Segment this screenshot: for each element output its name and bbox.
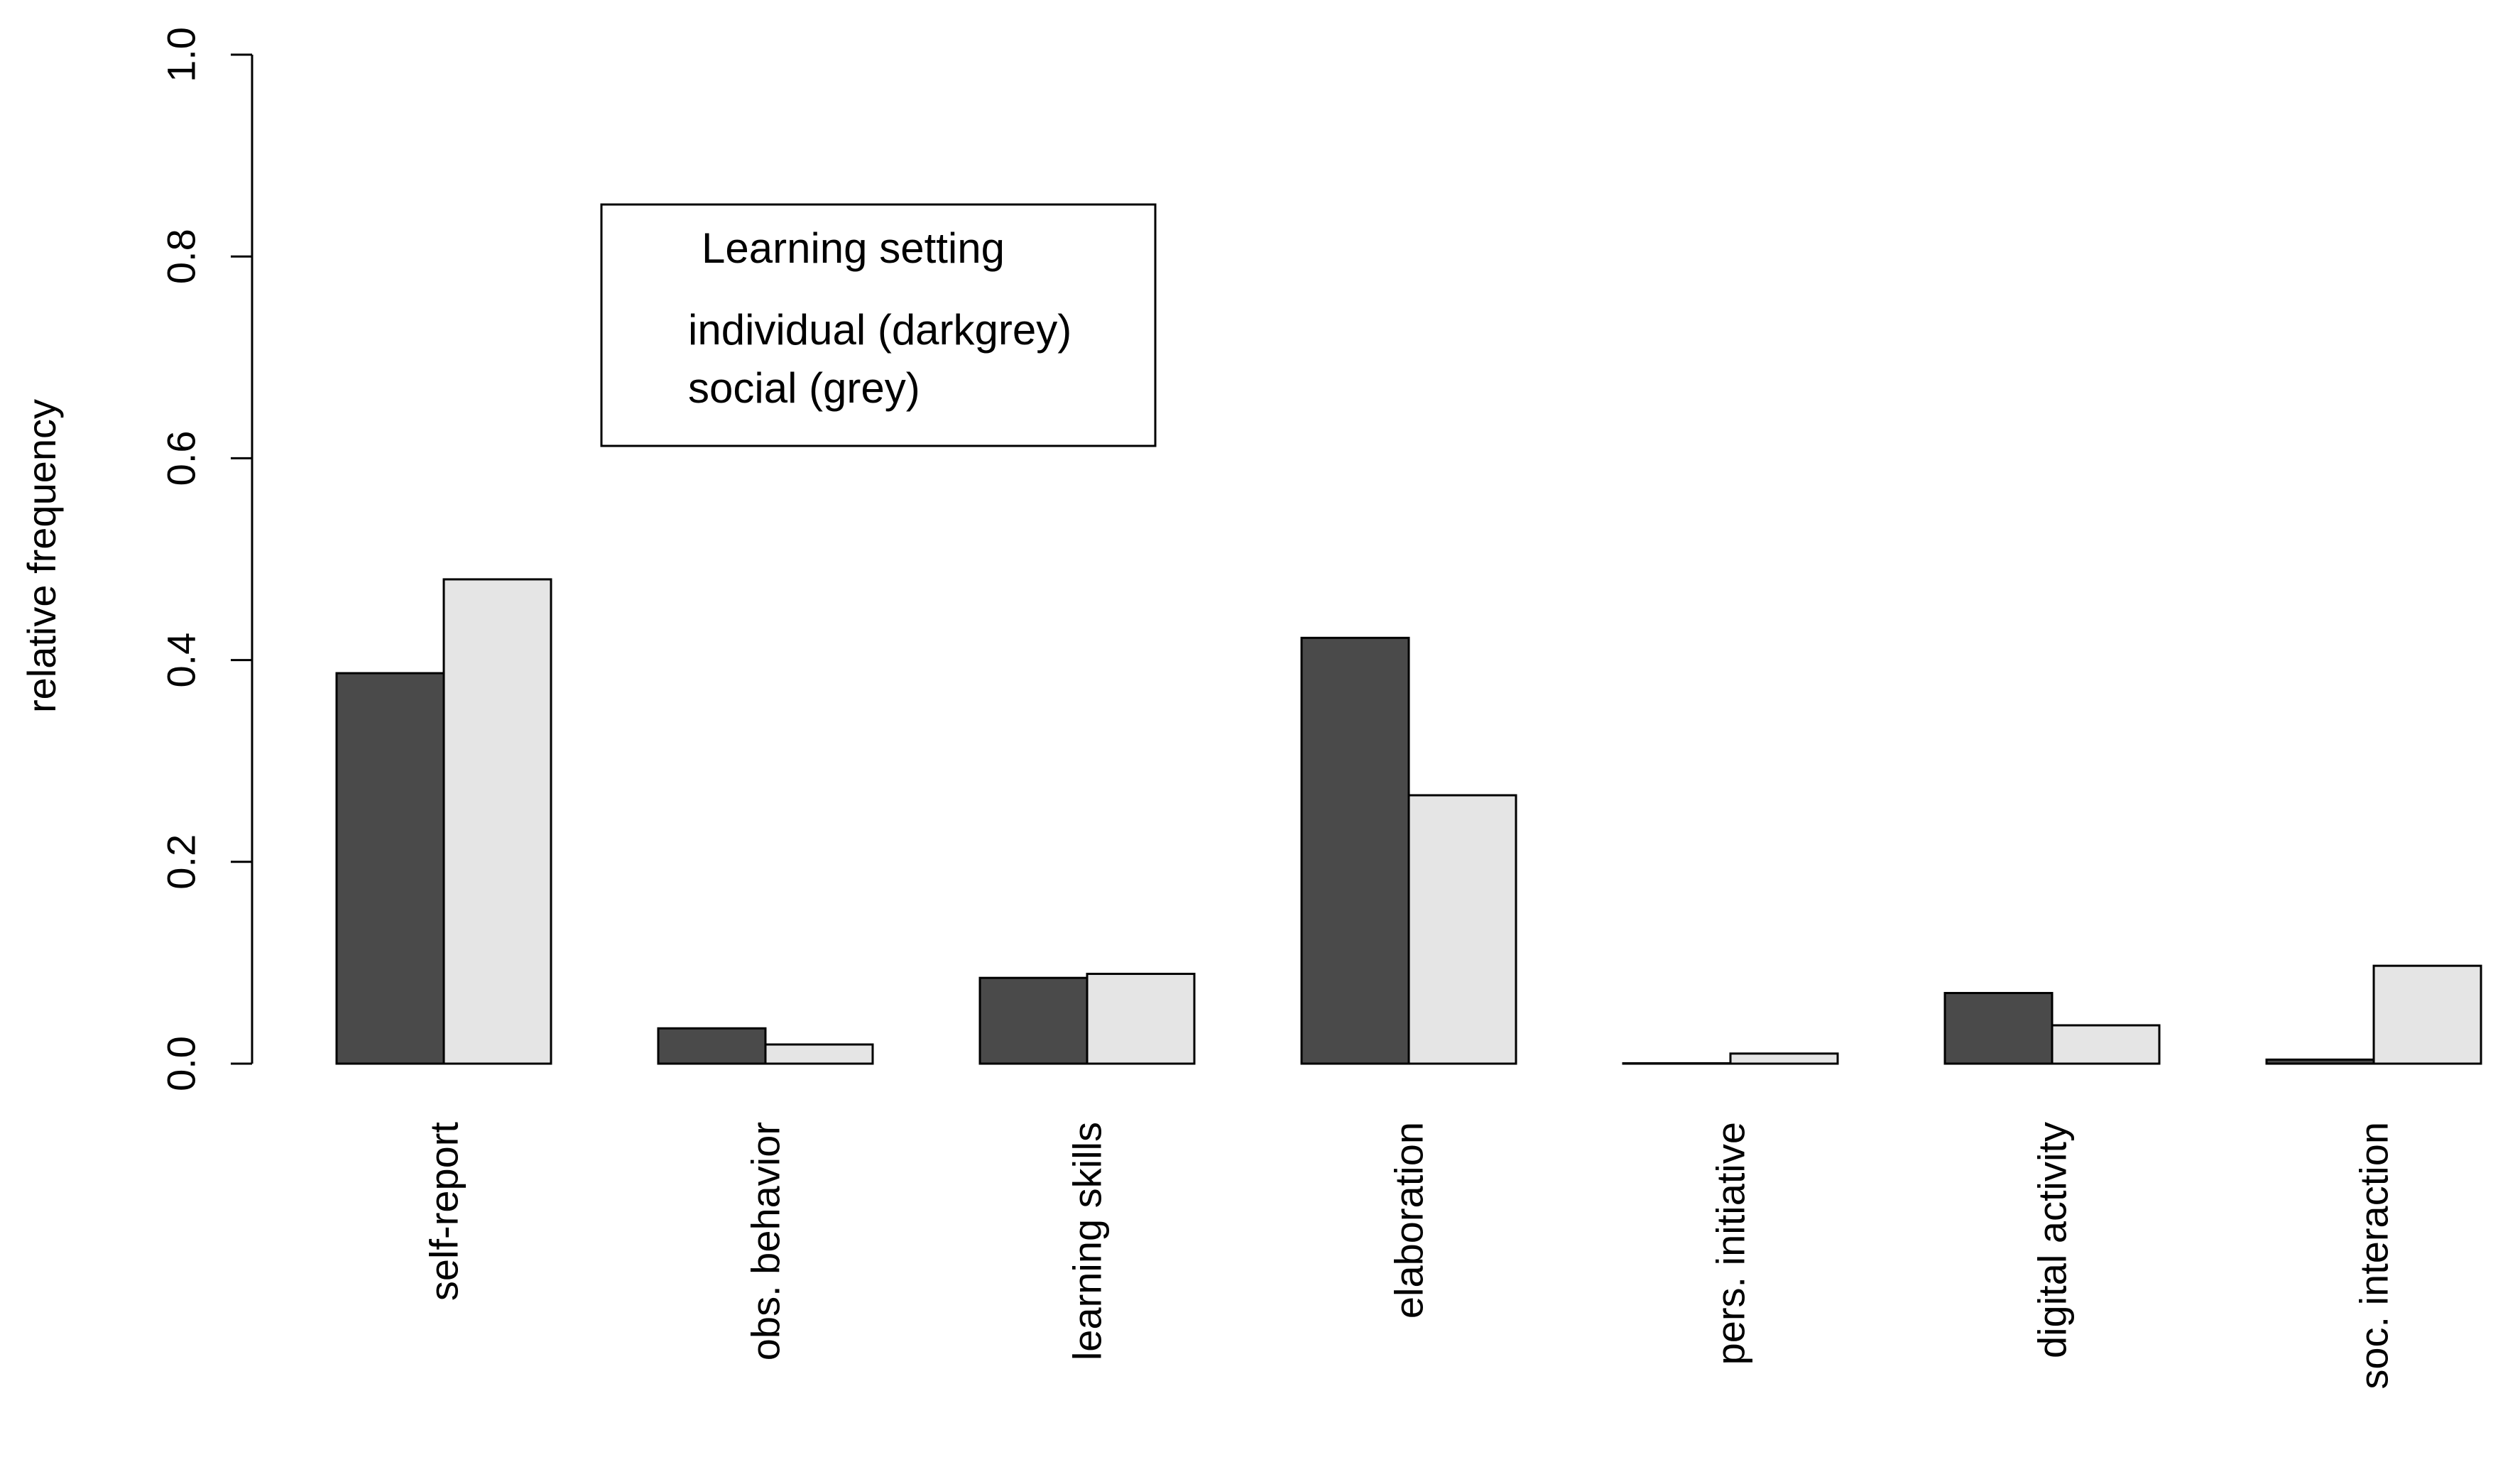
x-category-label: obs. behavior xyxy=(743,1122,788,1360)
y-tick-label: 1.0 xyxy=(159,27,204,82)
legend-box xyxy=(600,203,1157,447)
y-axis: 0.0 0.2 0.4 0.6 0.8 1.0 xyxy=(159,27,253,1091)
x-category-label: elaboration xyxy=(1387,1122,1432,1319)
bar-social xyxy=(1086,973,1196,1065)
x-category-label: soc. interaction xyxy=(2352,1122,2396,1390)
bar-individual xyxy=(1300,636,1410,1065)
bar-social xyxy=(1407,794,1517,1065)
bar-individual xyxy=(335,672,445,1065)
bar-social xyxy=(2372,964,2482,1065)
x-category-label: self-report xyxy=(422,1122,467,1302)
bar-social xyxy=(1729,1052,1839,1065)
legend-title: Learning setting xyxy=(702,224,1005,272)
y-axis-title: relative frequency xyxy=(19,399,64,713)
bar-individual xyxy=(1943,992,2054,1065)
bar-social xyxy=(2051,1024,2161,1065)
y-tick-label: 0.6 xyxy=(159,430,204,486)
bar-social xyxy=(442,578,552,1065)
bars xyxy=(335,578,2482,1065)
y-tick-label: 0.0 xyxy=(159,1036,204,1091)
bar-social xyxy=(764,1043,874,1065)
legend-entry-individual: individual (darkgrey) xyxy=(688,306,1071,354)
legend-entry-social: social (grey) xyxy=(688,364,920,412)
bar-individual xyxy=(657,1027,767,1065)
legend: Learning setting individual (darkgrey) s… xyxy=(600,203,1157,447)
x-axis-labels: self-report obs. behavior learning skills e… xyxy=(422,1122,2396,1390)
y-tick-label: 0.4 xyxy=(159,633,204,688)
x-category-label: pers. initiative xyxy=(1708,1122,1753,1365)
bar-individual xyxy=(2265,1058,2375,1065)
x-category-label: digital activity xyxy=(2030,1122,2075,1358)
x-category-label: learning skills xyxy=(1065,1122,1110,1360)
bar-individual xyxy=(978,976,1089,1065)
y-tick-label: 0.8 xyxy=(159,229,204,284)
y-tick-label: 0.2 xyxy=(159,834,204,890)
